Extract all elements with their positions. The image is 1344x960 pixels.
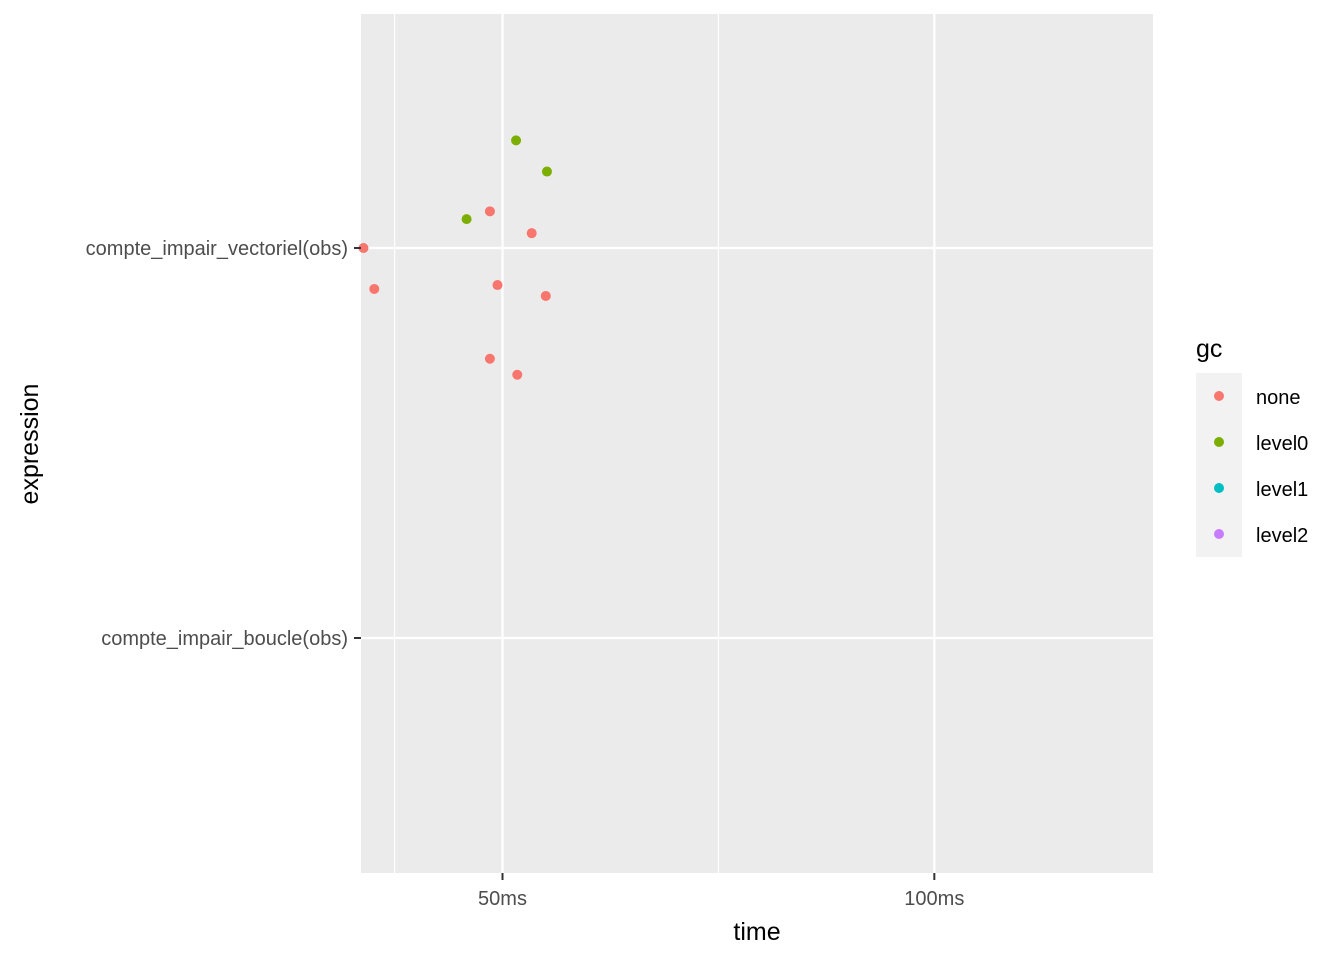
legend-label-level0: level0	[1256, 433, 1308, 455]
data-point-none	[484, 353, 495, 364]
data-point-level0	[461, 214, 472, 225]
grid-major	[361, 14, 1153, 873]
legend-key-level0	[1214, 437, 1224, 447]
legend-key-level2	[1214, 529, 1224, 539]
legend-key-level1	[1214, 483, 1224, 493]
x-axis-title: time	[733, 918, 780, 946]
y-axis-title: expression	[16, 384, 44, 505]
y-tick-label: compte_impair_boucle(obs)	[101, 628, 348, 650]
x-tick-label: 100ms	[904, 888, 964, 910]
x-axis: 50ms100ms300ms	[478, 873, 964, 910]
legend-label-level2: level2	[1256, 525, 1308, 547]
data-point-none	[526, 228, 537, 239]
data-point-level0	[511, 135, 522, 146]
grid-minor	[393, 14, 720, 873]
legend-title: gc	[1196, 335, 1222, 363]
data-point-none	[540, 290, 551, 301]
legend-key-background	[1196, 373, 1242, 557]
plot-panel	[361, 14, 1153, 873]
legend-key-none	[1214, 391, 1224, 401]
legend-entries: none level0 level1 level2	[1214, 387, 1308, 547]
data-point-none	[484, 206, 495, 217]
y-tick-label: compte_impair_vectoriel(obs)	[86, 238, 348, 260]
data-point-none	[512, 369, 523, 380]
data-point-level0	[541, 166, 552, 177]
data-point-none	[358, 243, 369, 253]
x-tick-label: 50ms	[478, 888, 527, 910]
legend: gc none level0 level1 level2	[1196, 335, 1308, 557]
data-point-none	[369, 283, 380, 294]
legend-label-none: none	[1256, 387, 1301, 409]
legend-label-level1: level1	[1256, 479, 1308, 501]
y-axis: compte_impair_vectoriel(obs) compte_impai…	[86, 238, 361, 650]
data-point-none	[492, 280, 503, 291]
data-points	[358, 135, 552, 380]
